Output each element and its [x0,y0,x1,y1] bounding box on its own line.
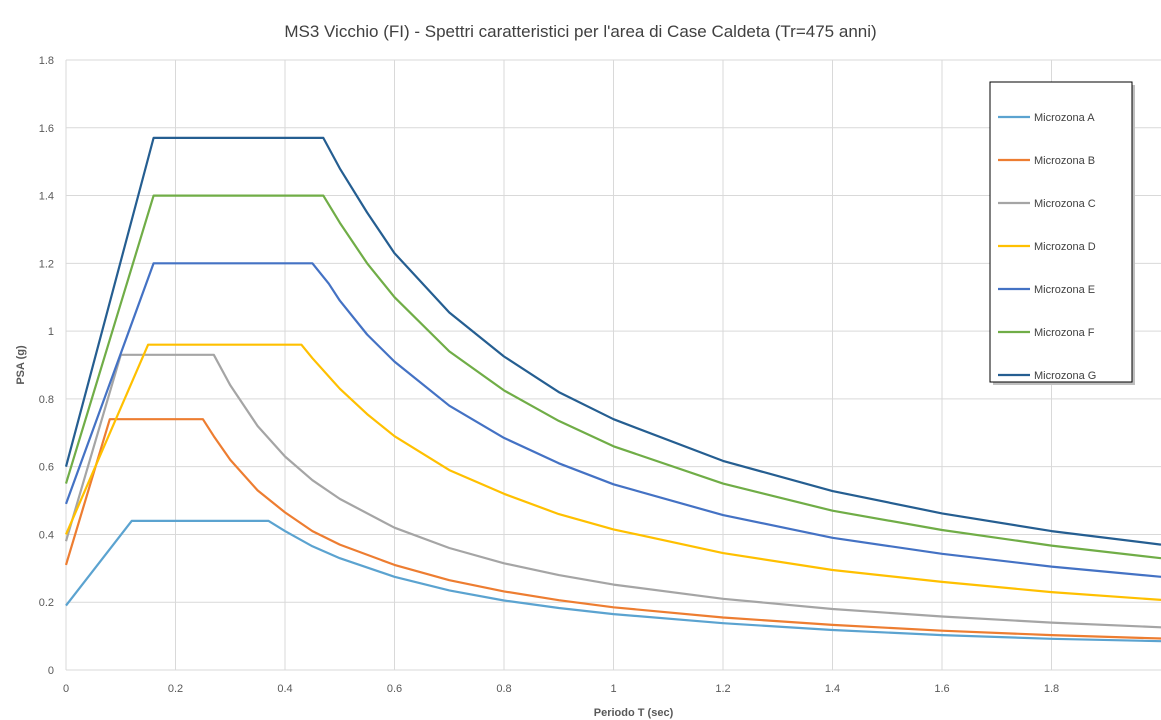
legend-label: Microzona F [1034,327,1095,339]
series-line-microzona-c [64,353,1161,629]
x-tick-label: 1.8 [1044,683,1059,695]
y-tick-label: 1 [48,326,54,338]
series-line-microzona-e [64,262,1161,578]
axes: 0 0.2 0.4 0.6 0.8 1 1.2 1.4 1.6 1.8 0 0.2 0.4 0.6 0.8 1… [15,55,1059,719]
y-tick-label: 0.4 [39,529,54,541]
y-tick-label: 1.8 [39,55,54,67]
x-tick-label: 1.6 [934,683,949,695]
series-line-microzona-a [65,519,1161,643]
y-tick-label: 1.6 [39,123,54,135]
y-tick-label: 0.6 [39,462,54,474]
y-tick-label: 0.2 [39,597,54,609]
series-line-microzona-f [64,194,1161,560]
x-tick-label: 1.2 [715,683,730,695]
series-lines [64,136,1161,643]
y-tick-label: 0.8 [39,394,54,406]
chart-title: MS3 Vicchio (FI) - Spettri caratteristic… [284,22,877,41]
series-line-microzona-b [64,418,1161,640]
x-tick-label: 0.6 [387,683,402,695]
legend-label: Microzona D [1034,241,1096,253]
x-tick-label: 0.2 [168,683,183,695]
y-tick-label: 1.2 [39,258,54,270]
legend: Microzona A Microzona B Microzona C Microzo… [989,81,1135,385]
legend-label: Microzona A [1034,112,1095,124]
legend-label: Microzona E [1034,284,1095,296]
y-axis-label: PSA (g) [15,345,27,385]
y-tick-label: 1.4 [39,191,54,203]
x-axis-label: Periodo T (sec) [594,707,674,719]
x-tick-label: 1 [610,683,616,695]
y-tick-label: 0 [48,665,54,677]
x-tick-label: 0.4 [277,683,292,695]
x-tick-label: 0.8 [496,683,511,695]
series-line-microzona-g [64,136,1161,546]
x-tick-label: 1.4 [825,683,840,695]
legend-label: Microzona B [1034,155,1095,167]
legend-label: Microzona G [1034,370,1096,382]
series-line-microzona-d [64,343,1161,601]
x-tick-label: 0 [63,683,69,695]
legend-label: Microzona C [1034,198,1096,210]
